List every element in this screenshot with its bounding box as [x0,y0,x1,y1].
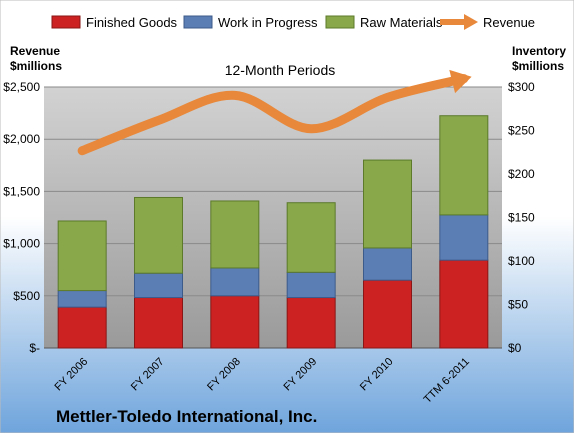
legend-swatch-raw-materials [325,15,355,29]
revenue-line-group [77,69,472,156]
left-tick-label: $2,500 [3,80,40,94]
legend-label-work-in-progress: Work in Progress [218,15,318,30]
bar-raw-materials [363,159,412,249]
bar-finished-goods [210,295,260,349]
right-tick-label: $250 [508,124,535,138]
left-axis-title-line1: Revenue [10,44,60,58]
bar-raw-materials [439,115,489,216]
bar-raw-materials [134,196,183,274]
revenue-arrowhead [449,69,472,94]
bar-raw-materials [286,202,336,273]
plot-area [44,87,502,348]
legend-item-raw-materials: Raw Materials [325,15,443,30]
bar-raw-materials [210,200,260,269]
legend-item-work-in-progress: Work in Progress [183,15,318,30]
bar-finished-goods [363,279,412,349]
right-tick-label: $300 [508,80,535,94]
legend-swatch-finished-goods [51,15,81,29]
legend-arrowhead-revenue [464,14,478,30]
bar-finished-goods [439,259,489,349]
left-tick-label: $- [29,341,40,355]
bar-work-in-progress [439,214,489,261]
legend-label-revenue: Revenue [483,15,535,30]
legend-swatch-work-in-progress [183,15,213,29]
bar-work-in-progress [210,267,260,297]
legend-label-raw-materials: Raw Materials [360,15,443,30]
right-axis-title-line1: Inventory [512,44,566,58]
left-tick-label: $1,000 [3,237,40,251]
legend: Finished Goods Work in Progress Raw Mate… [51,14,535,30]
right-tick-label: $200 [508,167,535,181]
grid-lines [44,86,502,349]
chart-title: 12-Month Periods [225,62,336,78]
bar-work-in-progress [363,247,412,281]
right-tick-label: $100 [508,254,535,268]
right-axis-ticks: $0 $50 $100 $150 $200 $250 $300 [508,80,535,355]
bar-work-in-progress [286,271,336,299]
bar-finished-goods [134,297,183,349]
bar-work-in-progress [134,272,183,299]
company-name: Mettler-Toledo International, Inc. [56,407,317,426]
left-tick-label: $1,500 [3,184,40,198]
revenue-line [77,74,469,156]
right-tick-label: $50 [508,298,528,312]
legend-label-finished-goods: Finished Goods [86,15,178,30]
legend-item-revenue: Revenue [440,14,535,30]
right-tick-label: $150 [508,211,535,225]
right-tick-label: $0 [508,341,522,355]
bar-raw-materials [57,220,107,292]
left-axis-ticks: $- $500 $1,000 $1,500 $2,000 $2,500 [3,80,40,355]
left-tick-label: $500 [13,289,40,303]
bar-work-in-progress [57,290,107,308]
bar-finished-goods [57,306,107,349]
left-tick-label: $2,000 [3,132,40,146]
bar-finished-goods [286,297,336,349]
right-axis-title-line2: $millions [512,59,564,73]
left-axis-title-line2: $millions [10,59,62,73]
legend-item-finished-goods: Finished Goods [51,15,178,30]
bars-group [57,115,489,349]
